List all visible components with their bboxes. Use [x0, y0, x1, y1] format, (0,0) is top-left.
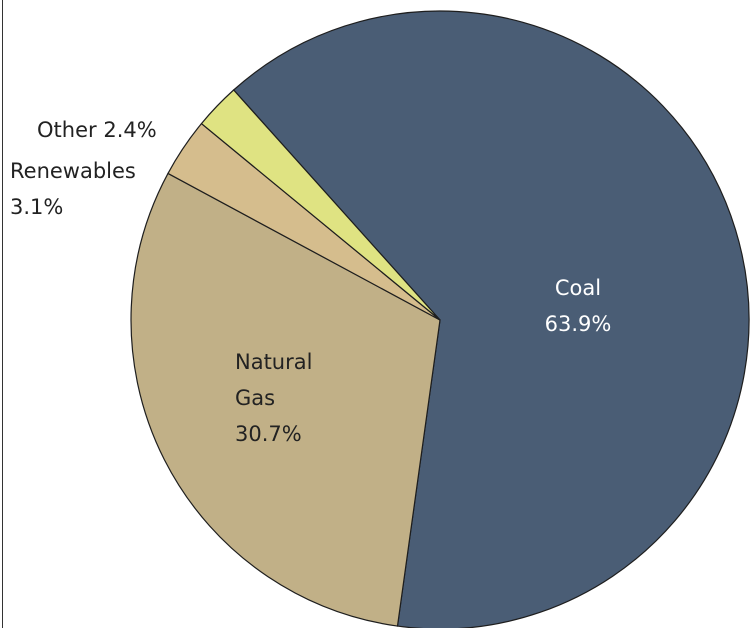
value-label: 30.7%: [235, 422, 302, 446]
slice-label: Renewables 3.1%: [10, 153, 170, 225]
category-label: Renewables: [10, 159, 136, 183]
value-label: 3.1%: [10, 195, 64, 219]
slice-label: Other 2.4%: [37, 112, 197, 148]
value-label: 63.9%: [544, 312, 612, 336]
value-label: 2.4%: [103, 118, 157, 142]
slice-label: Natural Gas 30.7%: [235, 344, 330, 452]
pie-slice: [232, 10, 750, 628]
pie-slice: [200, 89, 441, 321]
pie-slice: [130, 172, 441, 627]
category-label: Natural Gas: [235, 350, 313, 410]
category-label: Coal: [554, 276, 602, 300]
slice-label: Coal 63.9%: [528, 270, 628, 342]
category-label: Other: [37, 118, 97, 142]
